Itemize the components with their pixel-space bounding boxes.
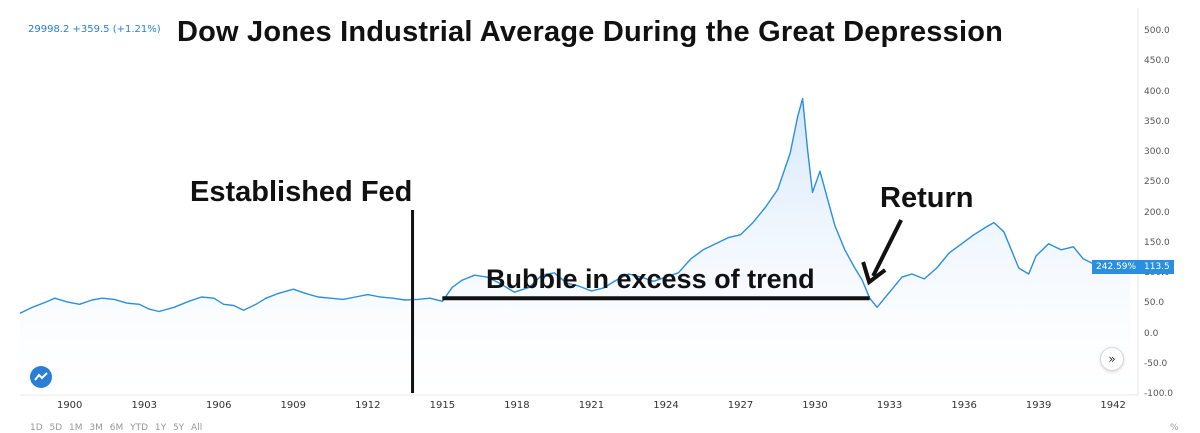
y-tick-label: 0.0 [1144, 328, 1159, 339]
y-tick-label: 350.0 [1144, 116, 1170, 127]
chart-title: Dow Jones Industrial Average During the … [176, 16, 1004, 48]
y-tick-label: 500.0 [1144, 26, 1170, 37]
x-tick-label: 1903 [131, 400, 157, 411]
last-value-percent-badge: 242.59% [1092, 260, 1141, 274]
x-tick-label: 1921 [578, 400, 605, 411]
scroll-to-realtime-button[interactable]: » [1100, 347, 1124, 371]
y-tick-label: 250.0 [1144, 177, 1170, 188]
price-line [19, 97, 1131, 314]
x-tick-label: 1924 [653, 400, 679, 411]
x-tick-label: 1933 [876, 400, 903, 411]
y-tick-label: 200.0 [1144, 207, 1170, 218]
annotation-established-fed: Established Fed [190, 176, 413, 208]
tradingview-logo-icon[interactable] [30, 366, 52, 388]
x-tick-label: 1936 [951, 400, 977, 411]
return-arrow-head [861, 261, 887, 286]
y-tick-label: 150.0 [1144, 237, 1170, 248]
y-tick-label: 300.0 [1144, 147, 1170, 158]
x-tick-label: 1906 [206, 400, 232, 411]
y-tick-label: -50.0 [1144, 358, 1168, 369]
x-tick-label: 1939 [1025, 400, 1052, 411]
x-tick-label: 1912 [355, 400, 381, 411]
x-tick-label: 1927 [727, 400, 754, 411]
range-selector-bar[interactable]: 1D 5D 1M 3M 6M YTD 1Y 5Y All [30, 423, 203, 433]
x-tick-label: 1918 [504, 400, 530, 411]
x-tick-label: 1900 [56, 400, 83, 411]
price-area-fill [20, 98, 1131, 395]
x-tick-label: 1915 [429, 400, 456, 411]
return-arrow-shaft [871, 219, 903, 277]
annotation-bubble: Bubble in excess of trend [486, 264, 815, 294]
x-tick-label: 1930 [802, 400, 828, 411]
y-tick-label: 400.0 [1144, 86, 1170, 97]
x-tick-label: 1942 [1100, 400, 1126, 411]
annotation-return: Return [880, 182, 974, 214]
percent-scale-toggle[interactable]: % [1170, 423, 1179, 433]
y-tick-label: 450.0 [1144, 56, 1170, 67]
y-tick-label: -100.0 [1144, 389, 1174, 399]
symbol-quote: 29998.2 +359.5 (+1.21%) [28, 24, 161, 35]
y-tick-label: 50.0 [1144, 298, 1165, 309]
last-value-badge: 113.5 [1140, 260, 1174, 274]
x-tick-label: 1909 [280, 400, 307, 411]
